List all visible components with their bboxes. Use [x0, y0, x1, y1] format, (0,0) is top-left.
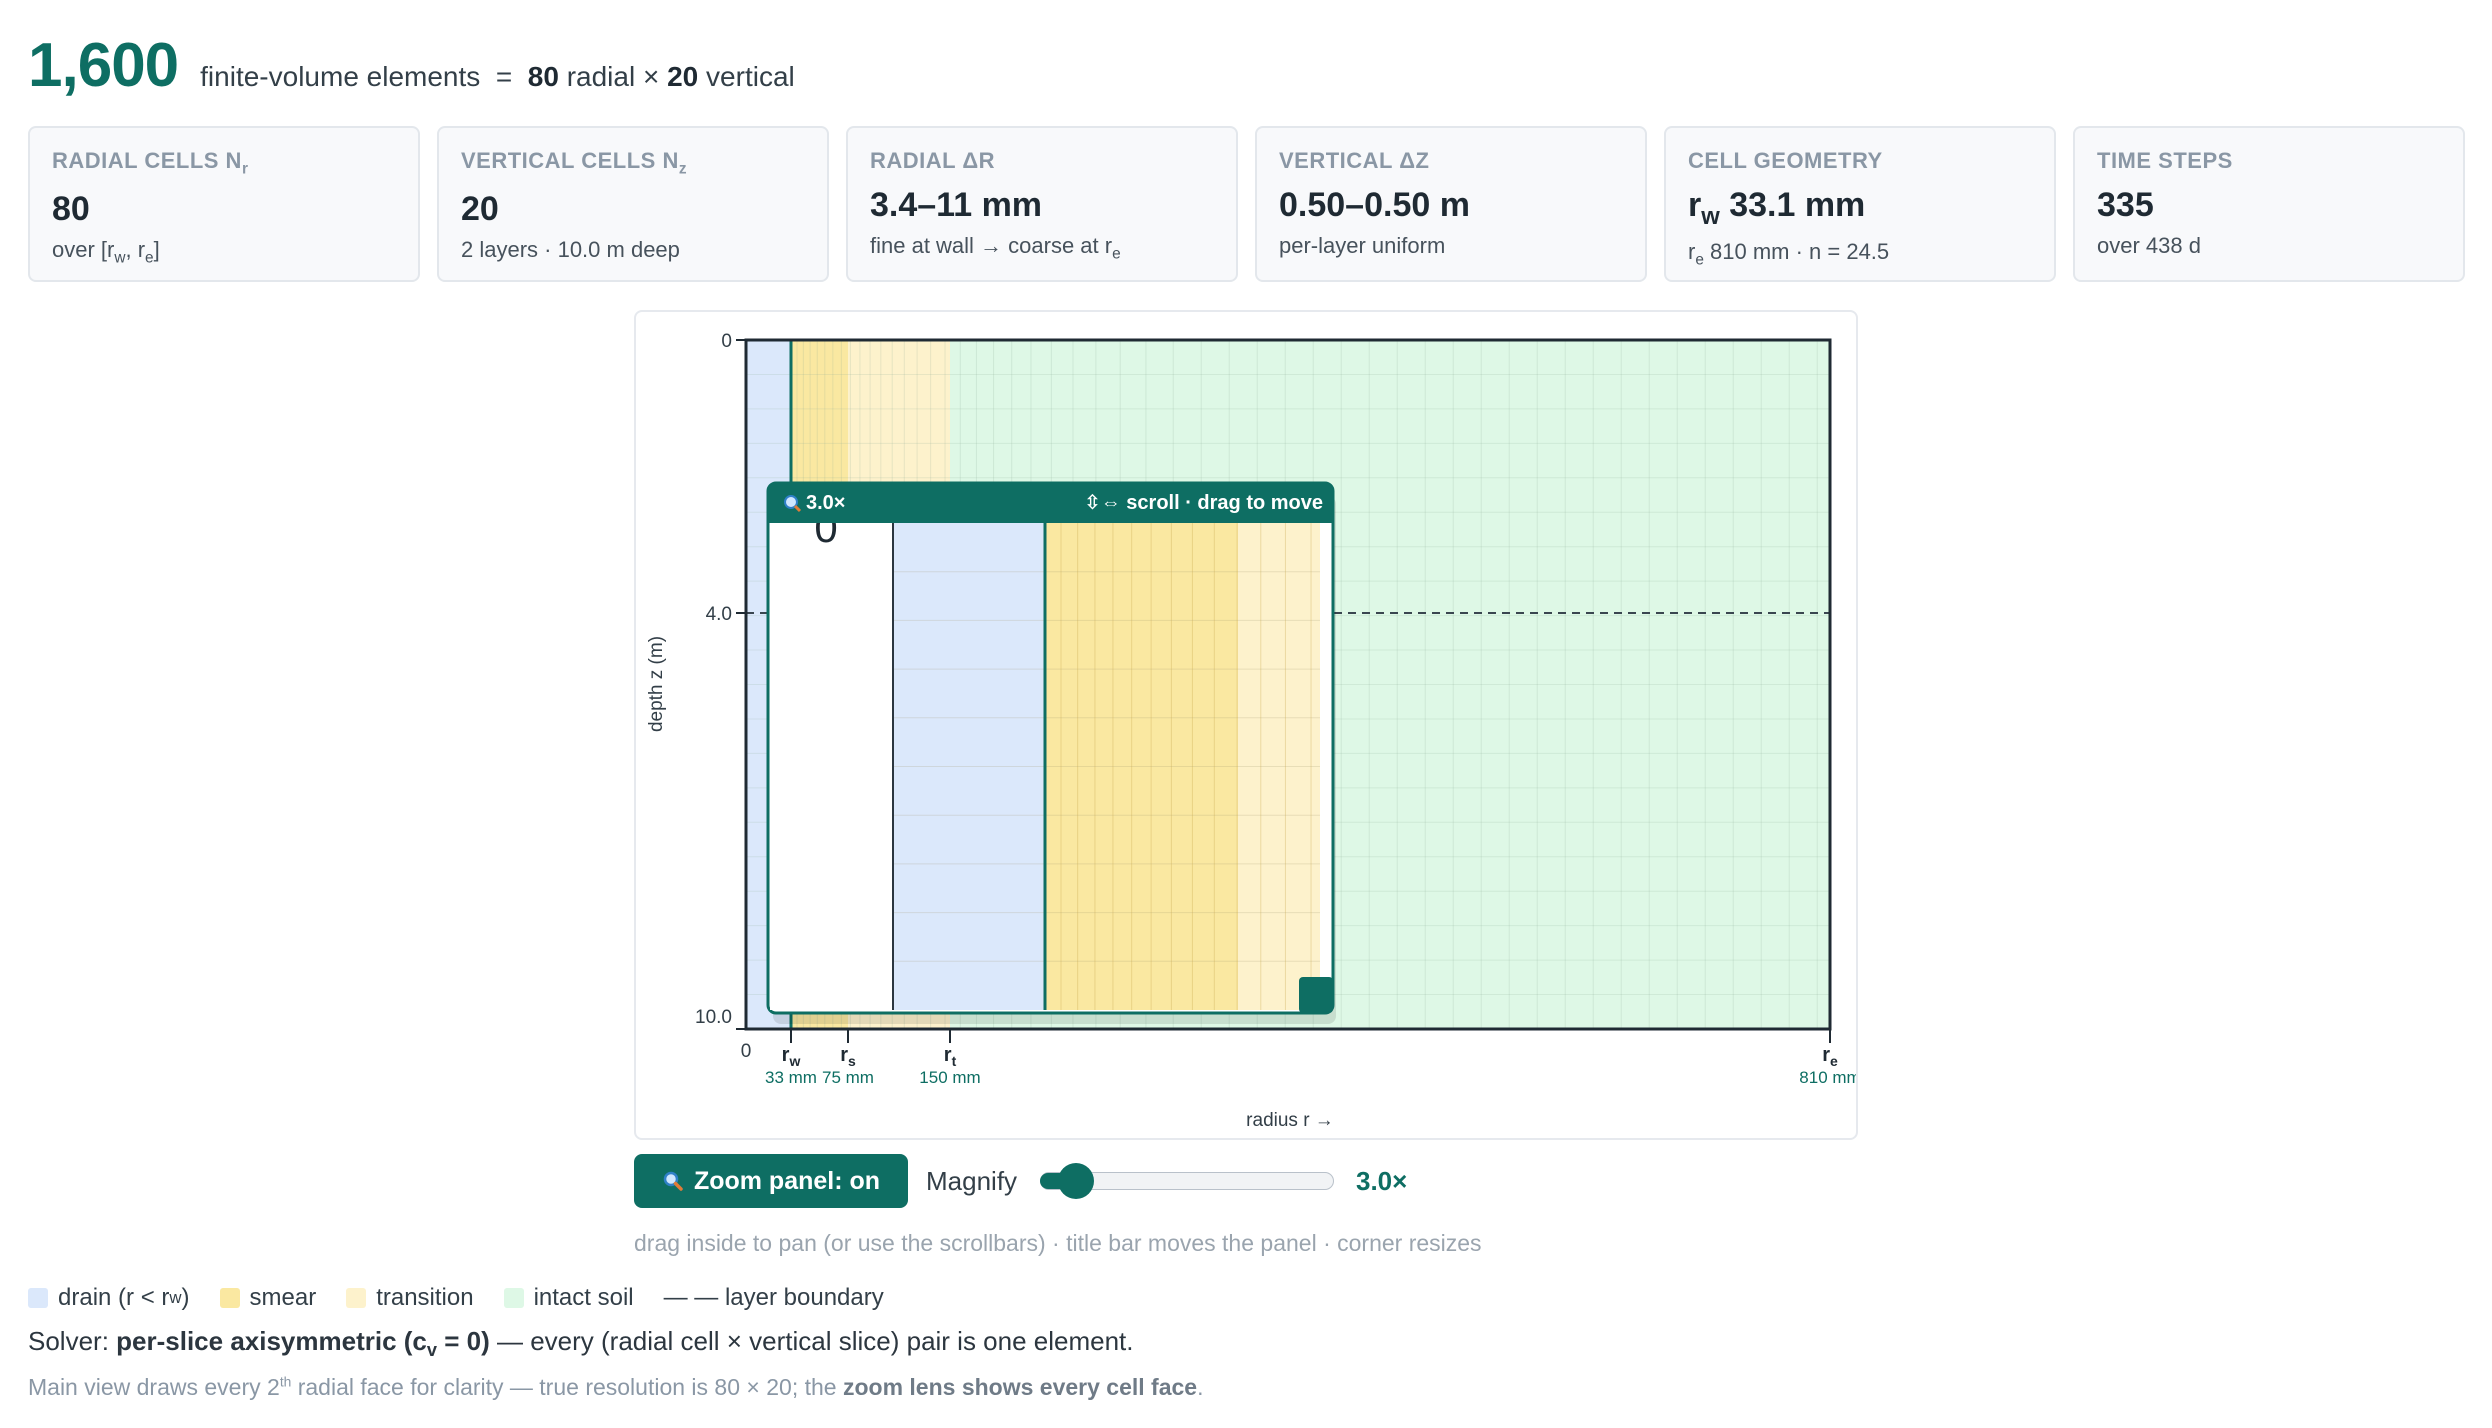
resolution-footnote: Main view draws every 2th radial face fo… [28, 1374, 1204, 1400]
magnify-slider[interactable] [1040, 1163, 1334, 1199]
x-marker-rs: rs [840, 1044, 856, 1069]
card-radial-cells: RADIAL CELLS Nr 80 over [rw, re] [28, 126, 420, 282]
card-value: 335 [2097, 186, 2154, 224]
x-marker-rw: rw [782, 1044, 801, 1069]
zoom-panel-toggle-label: Zoom panel: on [693, 1166, 881, 1195]
y-axis-label: depth z (m) [646, 636, 667, 732]
transition-swatch [346, 1288, 367, 1308]
x-marker-value-rs: 75 mm [822, 1068, 874, 1087]
card-subtext: re 810 mm · n = 24.5 [1688, 238, 1890, 269]
card-label: CELL GEOMETRY [1688, 148, 1883, 173]
y-tick-label: 4.0 [706, 604, 732, 625]
zoom-panel-toggle-button[interactable]: Zoom panel: on [634, 1154, 908, 1208]
card-value: 0.50–0.50 m [1279, 186, 1470, 224]
card-subtext: over [rw, re] [52, 237, 160, 267]
magnifier-icon [784, 495, 802, 513]
card-subtext: over 438 d [2097, 233, 2201, 258]
solver-description: Solver: per-slice axisymmetric (cv = 0) … [28, 1326, 1134, 1361]
zoom-usage-hint: drag inside to pan (or use the scrollbar… [634, 1230, 1482, 1256]
magnify-slider-thumb[interactable] [1058, 1163, 1094, 1199]
card-value: 80 [52, 190, 90, 229]
legend-item-smear: smear [219, 1284, 316, 1312]
lens-transition-region [1238, 523, 1320, 1010]
magnifier-icon [663, 1171, 683, 1191]
legend: drain (r < r w) smear transition intact s… [28, 1284, 914, 1312]
card-value: 20 [461, 190, 499, 229]
x-axis-label: radius r → [1246, 1110, 1334, 1131]
card-label: VERTICAL CELLS Nz [461, 148, 688, 178]
zoom-lens-title-bar[interactable] [768, 483, 1333, 523]
card-vertical-delta: VERTICAL ΔZ 0.50–0.50 m per-layer unifor… [1255, 126, 1647, 282]
card-vertical-cells: VERTICAL CELLS Nz 20 2 layers · 10.0 m d… [437, 126, 829, 282]
element-count: 1,600 [28, 31, 179, 100]
lens-drain-region [893, 523, 1045, 1010]
x-marker-rt: rt [944, 1044, 957, 1069]
element-count-headline: 1,600 finite-volume elements = 80 radial… [28, 30, 795, 101]
x-marker-value-re: 810 mm [1799, 1068, 1856, 1087]
card-radial-delta: RADIAL ΔR 3.4–11 mm fine at wall → coars… [846, 126, 1238, 282]
y-tick-label: 0 [721, 331, 732, 352]
magnify-value: 3.0× [1356, 1166, 1408, 1196]
x-origin-label: 0 [741, 1041, 752, 1062]
zoom-lens-hint: ⇳⇔ scroll · drag to move [1084, 492, 1323, 514]
lens-origin-glyph: 0 [814, 504, 837, 551]
magnify-label: Magnify [926, 1166, 1018, 1196]
lens-cell-faces [893, 523, 1320, 1010]
card-label: RADIAL CELLS Nr [52, 148, 249, 178]
card-subtext: 2 layers · 10.0 m deep [461, 237, 680, 263]
zoom-lens[interactable]: 0 3.0× ⇳⇔ scroll · drag to move [766, 481, 1336, 1024]
card-time-steps: TIME STEPS 335 over 438 d [2073, 126, 2465, 282]
card-value: 3.4–11 mm [870, 186, 1043, 224]
mesh-plot-panel: 0 4.0 10.0 depth z (m) 0 rw rs rt re 33 … [634, 310, 1861, 1140]
smear-swatch [219, 1288, 240, 1308]
card-label: VERTICAL ΔZ [1279, 148, 1430, 173]
card-subtext: fine at wall → coarse at re [870, 233, 1121, 263]
y-tick-label: 10.0 [695, 1007, 732, 1028]
x-marker-value-rw: 33 mm [765, 1068, 817, 1087]
lens-empty-region [770, 523, 893, 1010]
legend-item-layer-boundary: — — layer boundary [663, 1284, 884, 1311]
zoom-lens-level: 3.0× [806, 492, 845, 514]
lens-smear-region [1045, 523, 1238, 1010]
drain-swatch [28, 1288, 48, 1308]
card-value: rw 33.1 mm [1688, 186, 1866, 230]
zoom-lens-resize-handle[interactable] [1299, 977, 1333, 1013]
element-count-description: finite-volume elements = 80 radial × 20 … [200, 61, 795, 92]
legend-item-drain: drain (r < r w) [28, 1284, 190, 1312]
card-label: RADIAL ΔR [870, 148, 996, 173]
card-cell-geometry: CELL GEOMETRY rw 33.1 mm re 810 mm · n =… [1664, 126, 2056, 282]
plot-frame [744, 338, 1832, 1031]
intact-soil-swatch [503, 1288, 524, 1308]
mesh-plot[interactable]: 0 4.0 10.0 depth z (m) 0 rw rs rt re 33 … [636, 312, 1861, 1138]
x-marker-value-rt: 150 mm [919, 1068, 980, 1087]
card-subtext: per-layer uniform [1279, 233, 1446, 258]
x-marker-re: re [1822, 1044, 1838, 1069]
legend-item-intact-soil: intact soil [503, 1284, 634, 1312]
card-label: TIME STEPS [2097, 148, 2233, 173]
legend-item-transition: transition [346, 1284, 474, 1312]
